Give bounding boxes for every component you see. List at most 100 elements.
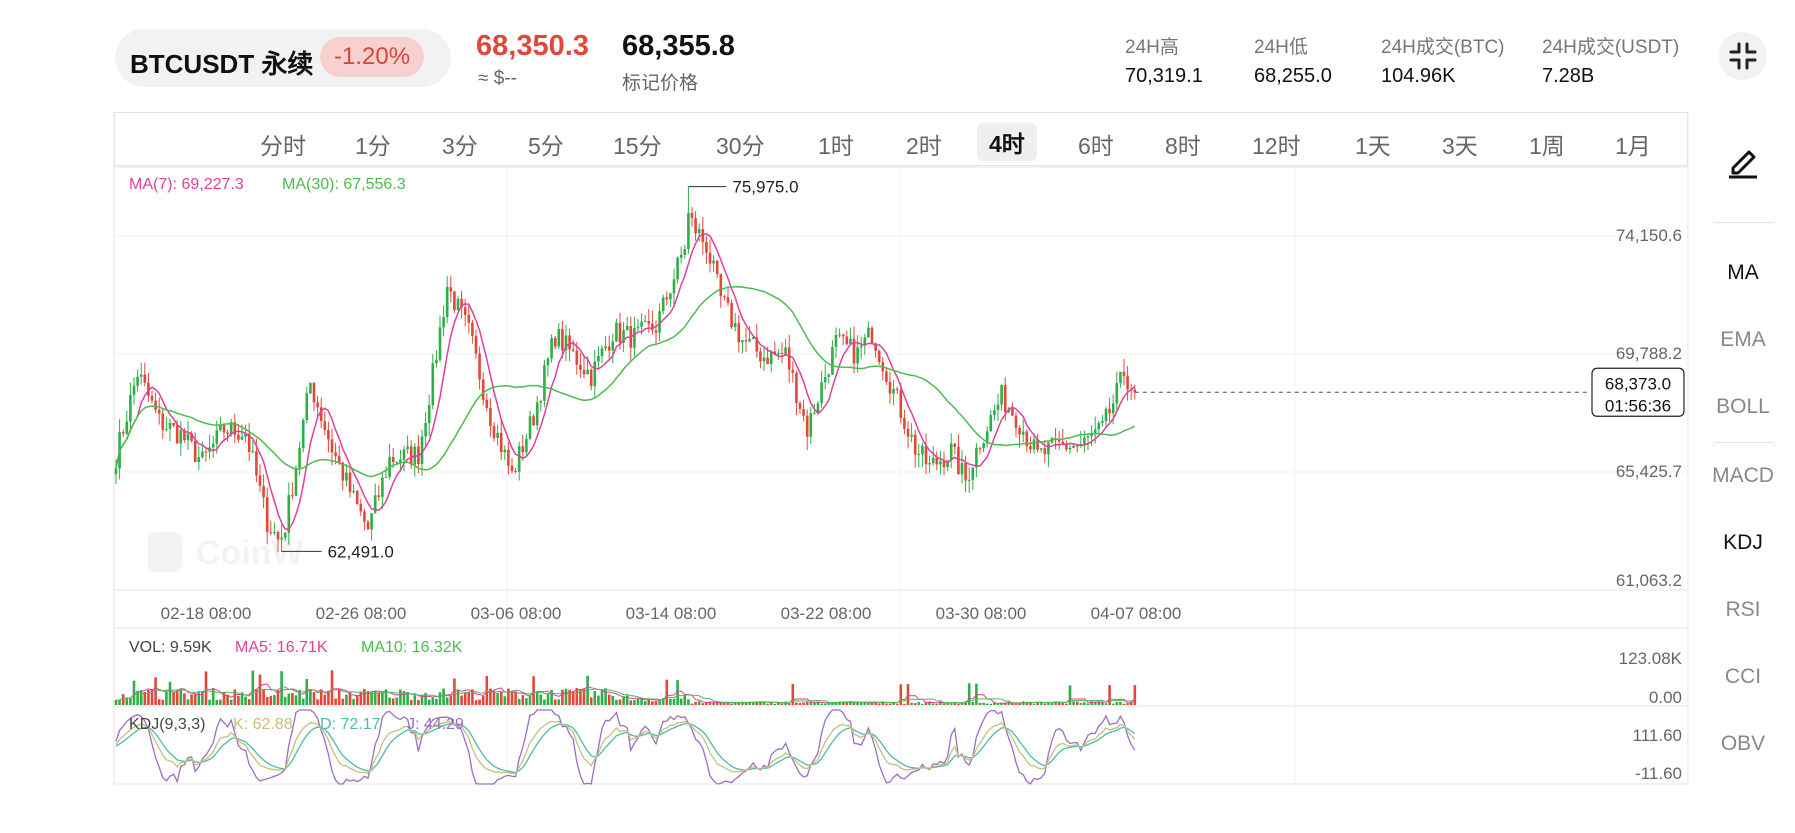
candle (935, 457, 939, 465)
volume-bar (679, 698, 683, 705)
volume-bar (467, 691, 471, 705)
candle (975, 447, 978, 468)
candle (928, 463, 931, 465)
candle (114, 468, 118, 475)
timeframe-tab[interactable]: 1周 (1529, 133, 1565, 159)
volume-bar (352, 699, 355, 705)
candle (1014, 415, 1018, 428)
candle (676, 257, 679, 280)
volume-bar (741, 701, 744, 705)
timeframe-tab[interactable]: 8时 (1165, 133, 1201, 159)
volume-bar (834, 702, 838, 705)
exit-fullscreen-button[interactable] (1719, 32, 1767, 80)
timeframe-tab[interactable]: 15分 (613, 133, 662, 159)
candle (420, 436, 424, 465)
candle (175, 425, 179, 444)
candle (777, 353, 780, 355)
volume-bar (114, 699, 118, 705)
candle (262, 486, 265, 498)
candle (568, 335, 571, 350)
volume-bar (949, 703, 953, 705)
candle (1115, 383, 1119, 404)
candle (460, 298, 463, 308)
candle (1057, 440, 1061, 442)
candle (679, 254, 683, 258)
kdj-k-line (115, 720, 1136, 775)
volume-bar (942, 703, 946, 705)
candle (604, 346, 607, 349)
volume-ma5-line (115, 683, 1136, 704)
timeframe-tab[interactable]: 3天 (1442, 133, 1478, 159)
candle (874, 343, 877, 351)
volume-bar (355, 694, 359, 705)
volume-bar (1057, 701, 1061, 705)
kdj-legend: KDJ(9,3,3) (129, 716, 205, 733)
candle (823, 377, 827, 383)
volume-bar (373, 691, 377, 705)
timeframe-tab[interactable]: 2时 (906, 133, 942, 159)
volume-bar (1086, 703, 1090, 705)
drawing-tool-button[interactable] (1708, 140, 1778, 186)
volume-bar (240, 692, 244, 705)
volume-bar (1043, 703, 1047, 705)
volume-bar (780, 703, 784, 705)
time-axis-tick: 02-26 08:00 (316, 604, 407, 623)
volume-bar (528, 696, 532, 705)
candle (215, 430, 219, 444)
volume-bar (435, 698, 438, 705)
candle (154, 400, 157, 410)
candle (557, 329, 561, 347)
timeframe-tab[interactable]: 1分 (355, 133, 391, 159)
candle (467, 314, 471, 323)
volume-bar (1007, 701, 1011, 705)
timeframe-tab[interactable]: 分时 (260, 133, 306, 159)
volume-bar (481, 695, 485, 705)
candle (1000, 384, 1003, 405)
indicator-kdj[interactable]: KDJ (1723, 531, 1763, 554)
timeframe-tab[interactable]: 6时 (1078, 133, 1114, 159)
kdj-k-legend: K: 62.88 (233, 716, 293, 733)
indicator-boll[interactable]: BOLL (1716, 395, 1770, 418)
candle (723, 296, 726, 298)
indicator-ma[interactable]: MA (1727, 261, 1759, 284)
indicator-obv[interactable]: OBV (1720, 732, 1766, 755)
volume-bar (118, 700, 121, 705)
volume-ma5-legend: MA5: 16.71K (235, 639, 328, 656)
candle (798, 403, 802, 410)
volume-bar (960, 703, 964, 705)
candle (863, 337, 867, 346)
timeframe-tab[interactable]: 3分 (442, 133, 478, 159)
time-axis-tick: 03-30 08:00 (936, 604, 1027, 623)
timeframe-tab[interactable]: 12时 (1252, 133, 1301, 159)
volume-bar (265, 697, 269, 705)
volume-bar (805, 701, 809, 705)
volume-bar (132, 680, 136, 705)
indicator-ema[interactable]: EMA (1720, 328, 1766, 351)
symbol-name[interactable]: BTCUSDT 永续 (130, 49, 314, 79)
indicator-macd[interactable]: MACD (1712, 464, 1774, 487)
candle (514, 470, 517, 472)
volume-bar (661, 698, 665, 705)
candle (463, 307, 467, 315)
volume-bar (341, 698, 345, 705)
candle (633, 328, 636, 348)
timeframe-tab[interactable]: 1天 (1355, 133, 1391, 159)
candle (489, 408, 492, 427)
timeframe-tab[interactable]: 1月 (1615, 133, 1651, 159)
volume-bar (838, 701, 841, 705)
volume-bar (499, 691, 503, 705)
candle (492, 426, 496, 438)
candle (503, 449, 507, 453)
indicator-rsi[interactable]: RSI (1725, 598, 1761, 621)
timeframe-tab[interactable]: 30分 (716, 133, 765, 159)
volume-bar (629, 700, 633, 705)
timeframe-tab[interactable]: 1时 (818, 133, 854, 159)
timeframe-tab-active[interactable]: 4时 (977, 123, 1037, 161)
volume-bar (719, 701, 723, 705)
indicator-cci[interactable]: CCI (1724, 665, 1762, 688)
candle (373, 495, 377, 514)
volume-bar (1000, 702, 1003, 705)
timeframe-tab[interactable]: 5分 (528, 133, 564, 159)
watermark-logo (148, 532, 182, 572)
